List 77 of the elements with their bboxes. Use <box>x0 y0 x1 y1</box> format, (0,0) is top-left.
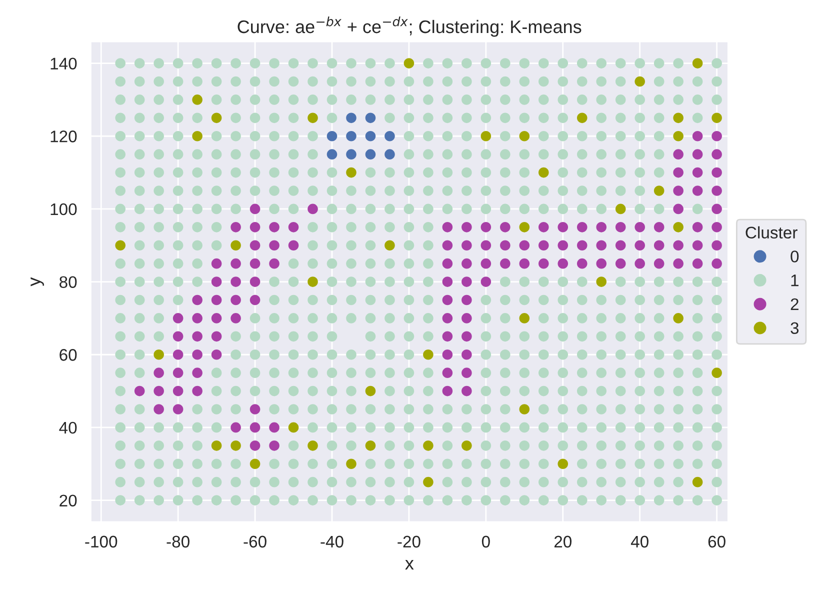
point <box>538 167 549 178</box>
point <box>673 222 684 232</box>
point <box>654 186 664 196</box>
point <box>712 368 722 378</box>
point <box>423 349 434 360</box>
point <box>346 112 356 124</box>
point <box>308 440 318 451</box>
point <box>346 130 356 142</box>
point <box>250 458 260 470</box>
x-tick-label: 20 <box>554 536 572 548</box>
point <box>308 112 318 124</box>
point <box>712 112 722 124</box>
y-tick-label: 60 <box>60 349 77 361</box>
point <box>423 440 434 451</box>
point <box>634 76 645 87</box>
point <box>384 130 395 142</box>
point <box>365 386 376 396</box>
point <box>365 112 376 124</box>
point <box>404 58 414 68</box>
x-tick-label: 0 <box>482 536 490 548</box>
point <box>596 276 607 287</box>
point <box>326 130 338 142</box>
point <box>365 440 376 451</box>
y-axis-title: y <box>30 277 44 286</box>
x-tick-label: -100 <box>85 536 118 548</box>
x-tick-label: -80 <box>166 536 190 548</box>
x-tick-label: 40 <box>630 536 648 548</box>
point <box>384 149 395 160</box>
point <box>423 476 434 488</box>
point <box>365 130 376 142</box>
chart-title: Curve: ae$^{−bx}$ + ce$^{−dx}$; Clustering: K-means <box>238 16 582 37</box>
point <box>192 94 202 105</box>
x-tick-label: -40 <box>320 536 344 548</box>
legend-label: 3 <box>790 322 799 334</box>
point <box>673 112 684 124</box>
point <box>288 422 299 433</box>
point <box>365 149 376 160</box>
point <box>230 440 241 451</box>
point <box>519 130 530 142</box>
point <box>576 112 588 124</box>
y-tick-label: 140 <box>50 58 77 70</box>
point <box>326 149 338 160</box>
point <box>692 58 703 68</box>
y-tick-label: 20 <box>60 494 77 506</box>
point <box>519 404 530 414</box>
legend-label: 0 <box>790 250 799 262</box>
point <box>230 240 241 251</box>
x-tick-label: -60 <box>244 536 266 548</box>
point <box>480 130 492 142</box>
x-tick-label: 60 <box>708 536 726 548</box>
point <box>154 349 164 360</box>
point <box>462 440 472 451</box>
point <box>519 313 530 324</box>
point <box>673 313 684 324</box>
point <box>346 149 356 160</box>
legend-title: Cluster <box>746 226 798 239</box>
point <box>384 240 395 251</box>
point <box>346 458 356 470</box>
y-tick-label: 40 <box>59 422 77 434</box>
point <box>192 130 202 142</box>
point <box>115 240 126 251</box>
legend-label: 1 <box>791 274 798 286</box>
y-tick-label: 80 <box>60 276 77 288</box>
legend-label: 2 <box>790 298 798 310</box>
point <box>211 112 222 124</box>
point <box>346 167 356 178</box>
point <box>211 440 222 451</box>
x-tick-label: -20 <box>398 536 420 548</box>
y-tick-label: 120 <box>50 130 77 142</box>
x-axis-title: x <box>405 560 414 570</box>
point <box>519 222 530 232</box>
point <box>673 130 684 142</box>
point <box>558 458 568 470</box>
y-tick-label: 100 <box>50 203 77 216</box>
point <box>692 476 703 488</box>
point <box>308 276 318 287</box>
point <box>615 204 626 214</box>
